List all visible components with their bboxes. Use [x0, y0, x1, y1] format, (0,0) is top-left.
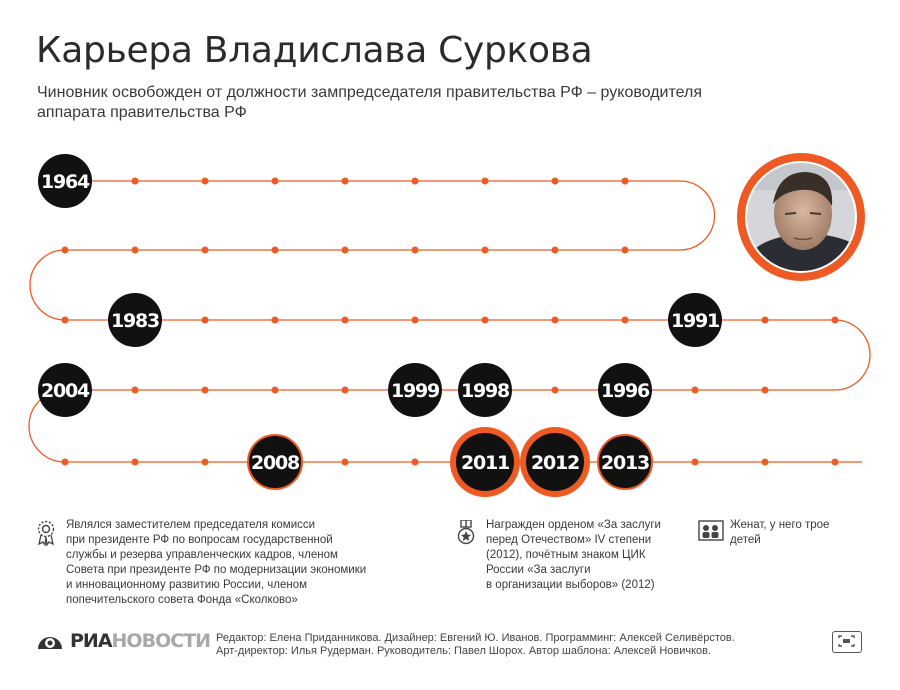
timeline-dot [61, 246, 69, 254]
timeline-dot [341, 246, 349, 254]
year-badge-1998[interactable]: 1998 [458, 363, 512, 417]
year-label: 1983 [111, 310, 159, 332]
timeline-dot [481, 246, 489, 254]
timeline-dot [481, 177, 489, 185]
timeline-path [28, 180, 871, 463]
footer: РИАНОВОСТИ Редактор: Елена Приданникова.… [0, 620, 900, 670]
year-badge-1983[interactable]: 1983 [108, 293, 162, 347]
timeline-dot [761, 386, 769, 394]
timeline-dot [411, 177, 419, 185]
timeline-dot [691, 458, 699, 466]
timeline-dot [481, 316, 489, 324]
timeline-dot [411, 316, 419, 324]
timeline-dot [621, 246, 629, 254]
timeline-dot [201, 458, 209, 466]
timeline-dot [131, 386, 139, 394]
timeline-dot [411, 246, 419, 254]
year-badge-2008[interactable]: 2008 [247, 434, 303, 490]
timeline-dot [61, 316, 69, 324]
timeline-dot [271, 177, 279, 185]
timeline-dot [761, 316, 769, 324]
info-awards-text: Награжден орденом «За заслуги перед Отеч… [486, 519, 661, 591]
year-label: 1964 [41, 171, 90, 193]
timeline-dot [201, 316, 209, 324]
year-label: 2012 [531, 452, 579, 474]
fullscreen-button[interactable] [832, 631, 862, 653]
timeline-dot [411, 458, 419, 466]
timeline-dot [761, 458, 769, 466]
timeline-dot [551, 316, 559, 324]
timeline-dot [271, 386, 279, 394]
timeline-dot [831, 316, 839, 324]
info-family-text: Женат, у него трое детей [730, 519, 830, 546]
timeline-dot [551, 177, 559, 185]
year-badge-1991[interactable]: 1991 [668, 293, 722, 347]
year-badge-2013[interactable]: 2013 [597, 434, 653, 490]
year-label: 2011 [461, 452, 509, 474]
timeline-dot [341, 458, 349, 466]
timeline-dot [271, 246, 279, 254]
timeline-dot [621, 316, 629, 324]
timeline-dot [201, 386, 209, 394]
timeline-dot [131, 458, 139, 466]
timeline-dot [131, 177, 139, 185]
credits: Редактор: Елена Приданникова. Дизайнер: … [216, 632, 735, 657]
timeline-dot [341, 177, 349, 185]
logo-main-text: РИА [70, 630, 113, 652]
year-label: 2013 [601, 452, 649, 474]
year-badge-1964[interactable]: 1964 [38, 154, 92, 208]
page-subtitle: Чиновник освобожден от должности зампред… [37, 84, 703, 121]
timeline-dot [551, 386, 559, 394]
year-label: 1996 [601, 380, 650, 402]
timeline-dot [201, 177, 209, 185]
year-badge-2011[interactable]: 2011 [450, 427, 520, 497]
timeline-dot [131, 246, 139, 254]
ria-novosti-logo[interactable]: РИАНОВОСТИ [36, 630, 211, 652]
logo-light-text: НОВОСТИ [111, 630, 211, 652]
timeline-dot [831, 458, 839, 466]
info-career-text: Являлся заместителем председателя комисс… [66, 519, 367, 606]
year-label: 1998 [461, 380, 510, 402]
timeline-dot [61, 458, 69, 466]
timeline-dot [551, 246, 559, 254]
timeline-dot [201, 246, 209, 254]
year-label: 2008 [251, 452, 300, 474]
year-label: 1999 [391, 380, 439, 402]
career-timeline: 1964 1983 1991 1996 1998 1999 2004 2008 2011 2012… [28, 153, 871, 497]
timeline-dot [271, 316, 279, 324]
timeline-dot [691, 386, 699, 394]
year-badge-2004[interactable]: 2004 [38, 363, 92, 417]
family-icon [698, 520, 724, 541]
medal-icon [457, 520, 475, 545]
timeline-dot [621, 177, 629, 185]
expand-icon [838, 635, 855, 647]
year-badge-1996[interactable]: 1996 [598, 363, 652, 417]
year-badge-2012[interactable]: 2012 [520, 427, 590, 497]
year-label: 1991 [671, 310, 719, 332]
year-badge-1999[interactable]: 1999 [388, 363, 442, 417]
timeline-dot [341, 386, 349, 394]
year-label: 2004 [41, 380, 90, 402]
ria-logo-icon [38, 637, 62, 649]
portrait [737, 153, 865, 281]
gear-award-icon [37, 520, 55, 546]
page-title: Карьера Владислава Суркова [36, 30, 593, 71]
timeline-dot [341, 316, 349, 324]
